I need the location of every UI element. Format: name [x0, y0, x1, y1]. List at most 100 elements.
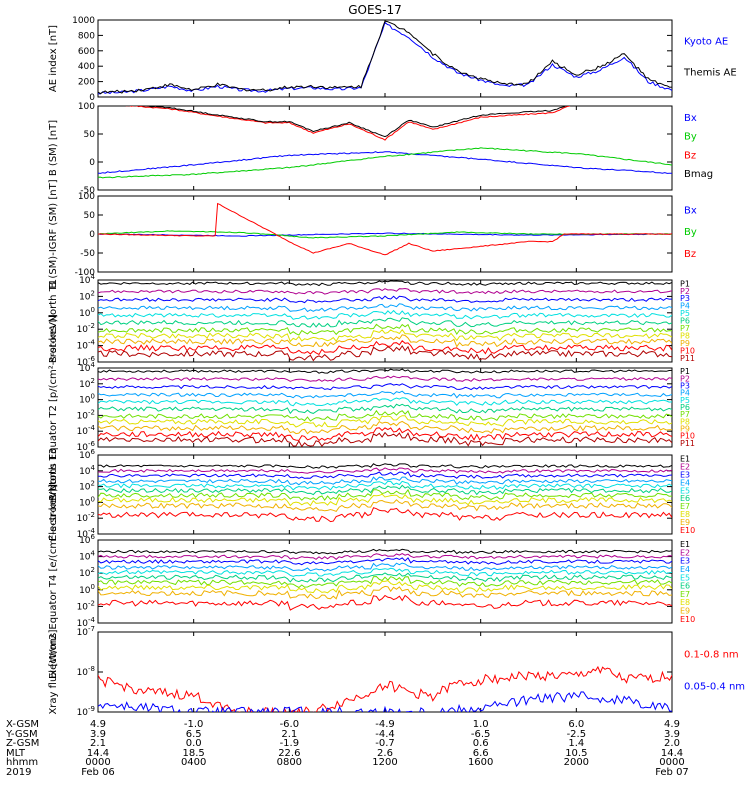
legend-entry: P9 [680, 425, 690, 434]
xaxis-value: 2.1 [281, 729, 297, 740]
xaxis-value: 0.0 [186, 738, 202, 749]
legend-entry: Bz [684, 150, 696, 161]
y-tick-label: 102 [79, 480, 95, 493]
legend-entry: E8 [680, 598, 690, 607]
y-tick-label: 50 [84, 130, 96, 140]
channel-p5 [98, 309, 672, 320]
xaxis-value: -0.7 [375, 738, 395, 749]
series-kyoto-ae [98, 21, 672, 95]
xaxis-value: 4.9 [90, 719, 106, 730]
legend-entry: P6 [680, 317, 690, 326]
legend-entry: Bz [684, 249, 696, 260]
channel-e2 [98, 553, 672, 560]
xaxis-value: 4.9 [664, 719, 680, 730]
xaxis-value: 1600 [468, 757, 493, 768]
xaxis-value: -1.9 [280, 738, 300, 749]
xaxis-row-label: hhmm [6, 757, 38, 768]
xaxis-value: 0000 [85, 757, 110, 768]
legend-entry: E4 [680, 565, 690, 574]
channel-p4 [98, 390, 672, 399]
y-tick-label: 10-2 [77, 599, 95, 612]
legend-entry: P10 [680, 432, 695, 441]
xaxis-value: -4.4 [375, 729, 395, 740]
y-tick-label: 0 [89, 93, 95, 103]
legend-entry: P2 [680, 374, 690, 383]
xaxis-value: 6.0 [568, 719, 584, 730]
xaxis-value: 0.6 [473, 738, 489, 749]
legend-entry: P5 [680, 309, 690, 318]
legend-entry: E7 [680, 590, 690, 599]
y-tick-label: 100 [79, 583, 95, 596]
legend-entry: E6 [680, 494, 690, 503]
legend-entry: E3 [680, 471, 690, 480]
channel-e10 [98, 507, 672, 523]
legend-entry: P7 [680, 410, 690, 419]
y-tick-label: 0 [89, 158, 95, 168]
xaxis-value: 14.4 [661, 748, 683, 759]
series-bx [98, 151, 672, 174]
channel-p4 [98, 303, 672, 313]
xaxis-value: 2.6 [377, 748, 393, 759]
xaxis-value: 3.9 [90, 729, 106, 740]
legend-entry: 0.05-0.4 nm [684, 682, 745, 693]
year-label: 2019 [6, 767, 31, 778]
legend-entry: E1 [680, 455, 690, 464]
xaxis-value: 22.6 [278, 748, 300, 759]
channel-p1 [98, 368, 672, 374]
y-tick-label: 50 [84, 211, 96, 221]
panel-ae_index: 0 200 400 600 800 1000 AE index [nT] Kyoto AE Th… [48, 16, 737, 103]
y-tick-label: 1000 [72, 16, 95, 26]
start-date: Feb 06 [81, 767, 115, 778]
y-tick-label: 100 [79, 306, 95, 319]
xaxis-value: 1.0 [473, 719, 489, 730]
channel-e7 [98, 575, 672, 589]
plot-title: GOES-17 [348, 3, 402, 17]
series-bz [125, 106, 571, 141]
channel-p3 [98, 295, 672, 304]
xaxis-row-label: Z-GSM [6, 738, 39, 749]
y-tick-label: 10-4 [77, 424, 96, 437]
panel-frame [97, 631, 673, 713]
legend-entry: P11 [680, 439, 695, 448]
y-axis-label: Xray flux [W/m2] [48, 629, 59, 714]
xaxis-value: 0800 [277, 757, 302, 768]
y-tick-label: 104 [79, 550, 95, 563]
y-axis-label: B (SM) [nT] [48, 120, 59, 176]
y-tick-label: 10-2 [77, 408, 95, 421]
y-tick-label: 100 [78, 192, 95, 202]
legend-entry: P7 [680, 324, 690, 333]
y-axis-label: Protons North T1 [48, 279, 59, 363]
legend-entry: P3 [680, 381, 690, 390]
legend-entry: P2 [680, 287, 690, 296]
legend-entry: P6 [680, 403, 690, 412]
channel-p2 [98, 287, 672, 295]
xaxis-row-label: Y-GSM [5, 729, 38, 740]
legend-entry: E2 [680, 548, 690, 557]
series-bz [98, 202, 672, 256]
y-tick-label: 100 [79, 495, 95, 508]
legend-entry: P8 [680, 332, 690, 341]
y-tick-label: -100 [75, 268, 96, 278]
y-tick-label: 800 [78, 31, 95, 41]
xaxis-value: 2.1 [90, 738, 106, 749]
channel-e6 [98, 484, 672, 496]
legend-entry: E7 [680, 502, 690, 511]
legend-entry: P5 [680, 396, 690, 405]
channel-p10 [98, 427, 672, 442]
legend-entry: P4 [680, 302, 690, 311]
xaxis-value: 0400 [181, 757, 206, 768]
y-tick-label: 100 [78, 102, 95, 112]
y-tick-label: 200 [78, 78, 95, 88]
channel-e5 [98, 480, 672, 491]
channel-e4 [98, 562, 672, 572]
channel-p11 [98, 431, 672, 447]
legend-entry: E10 [680, 526, 695, 535]
xaxis-value: 1.4 [568, 738, 584, 749]
y-tick-label: 600 [78, 47, 95, 57]
legend-entry: E5 [680, 573, 690, 582]
legend-entry: P8 [680, 417, 690, 426]
